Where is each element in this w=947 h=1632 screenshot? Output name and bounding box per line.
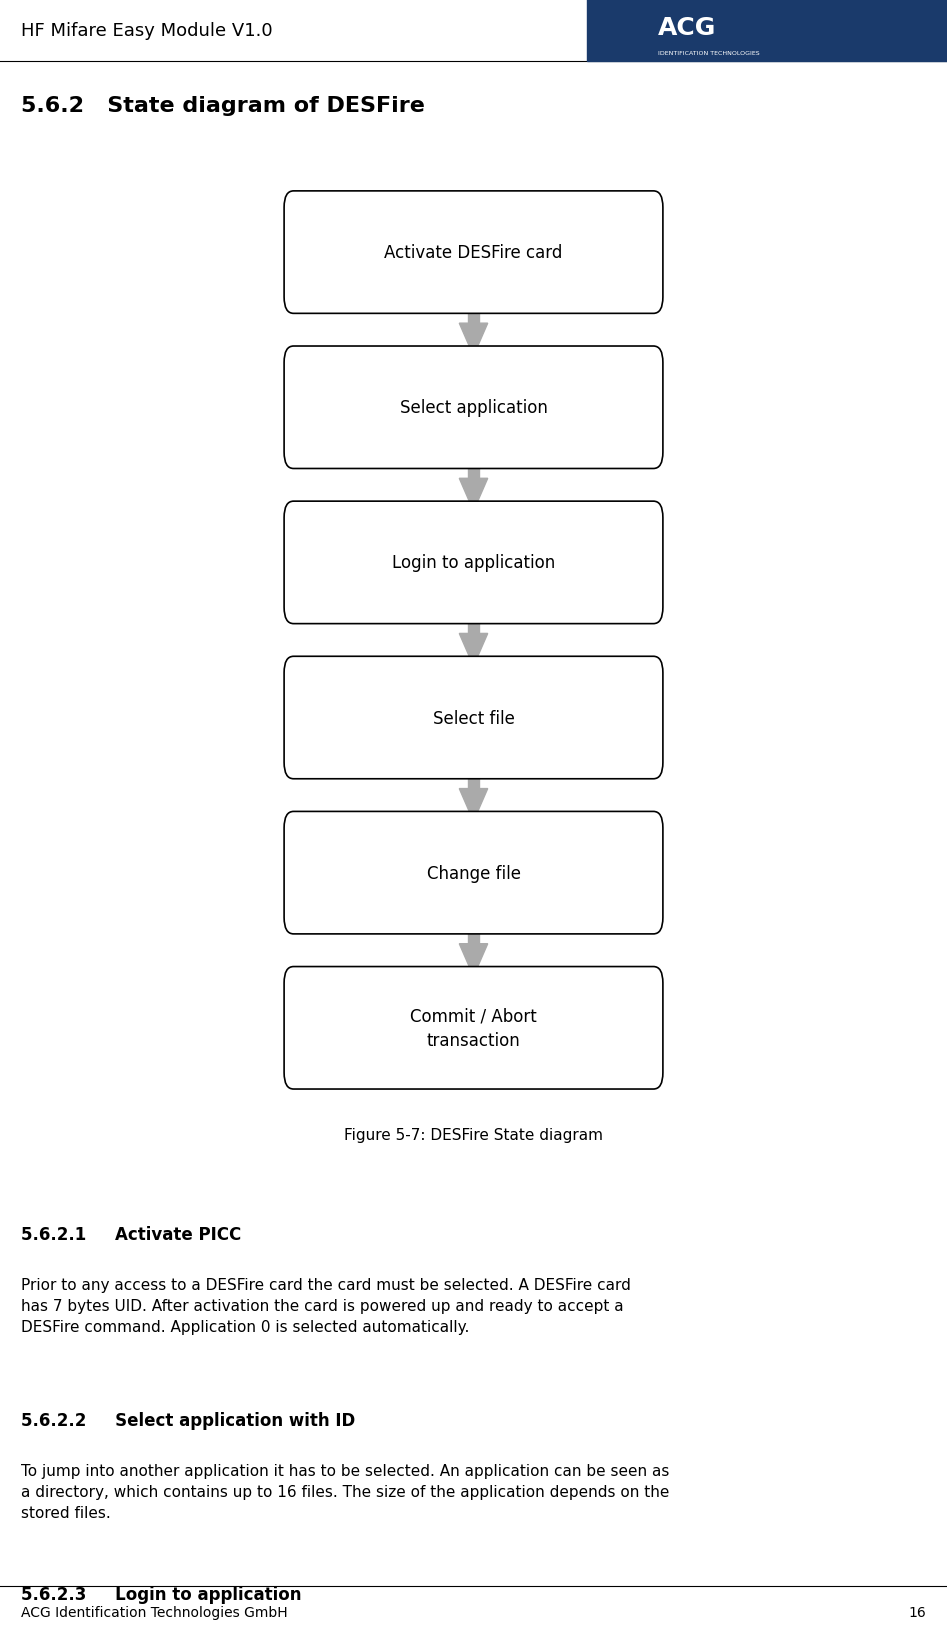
Bar xyxy=(468,304,479,323)
Polygon shape xyxy=(459,323,488,357)
Text: IDENTIFICATION TECHNOLOGIES: IDENTIFICATION TECHNOLOGIES xyxy=(658,51,759,55)
FancyBboxPatch shape xyxy=(284,193,663,313)
Text: ACG: ACG xyxy=(658,16,717,39)
Text: Prior to any access to a DESFire card the card must be selected. A DESFire card
: Prior to any access to a DESFire card th… xyxy=(21,1276,631,1333)
FancyBboxPatch shape xyxy=(284,503,663,623)
FancyBboxPatch shape xyxy=(284,658,663,780)
Text: Commit / Abort
transaction: Commit / Abort transaction xyxy=(410,1007,537,1049)
FancyBboxPatch shape xyxy=(284,348,663,470)
Text: 5.6.2   State diagram of DESFire: 5.6.2 State diagram of DESFire xyxy=(21,96,424,116)
FancyBboxPatch shape xyxy=(284,813,663,934)
Polygon shape xyxy=(459,480,488,512)
Text: ACG Identification Technologies GmbH: ACG Identification Technologies GmbH xyxy=(21,1606,288,1619)
Text: Change file: Change file xyxy=(426,863,521,883)
Text: 5.6.2.2     Select application with ID: 5.6.2.2 Select application with ID xyxy=(21,1410,355,1430)
Text: Login to application: Login to application xyxy=(392,553,555,573)
Bar xyxy=(468,614,479,635)
FancyBboxPatch shape xyxy=(284,966,663,1090)
Text: Select application: Select application xyxy=(400,398,547,418)
Polygon shape xyxy=(459,790,488,823)
Text: 16: 16 xyxy=(908,1606,926,1619)
Text: HF Mifare Easy Module V1.0: HF Mifare Easy Module V1.0 xyxy=(21,21,273,41)
Text: Figure 5-7: DESFire State diagram: Figure 5-7: DESFire State diagram xyxy=(344,1128,603,1142)
Text: Activate DESFire card: Activate DESFire card xyxy=(384,243,563,263)
Bar xyxy=(587,0,947,62)
Text: 5.6.2.3     Login to application: 5.6.2.3 Login to application xyxy=(21,1586,301,1604)
Text: 5.6.2.1     Activate PICC: 5.6.2.1 Activate PICC xyxy=(21,1224,241,1244)
Polygon shape xyxy=(459,943,488,976)
Text: Select file: Select file xyxy=(433,708,514,728)
Bar xyxy=(468,770,479,790)
Bar xyxy=(468,924,479,943)
Polygon shape xyxy=(459,635,488,667)
Bar xyxy=(468,460,479,480)
Text: To jump into another application it has to be selected. An application can be se: To jump into another application it has … xyxy=(21,1462,670,1519)
